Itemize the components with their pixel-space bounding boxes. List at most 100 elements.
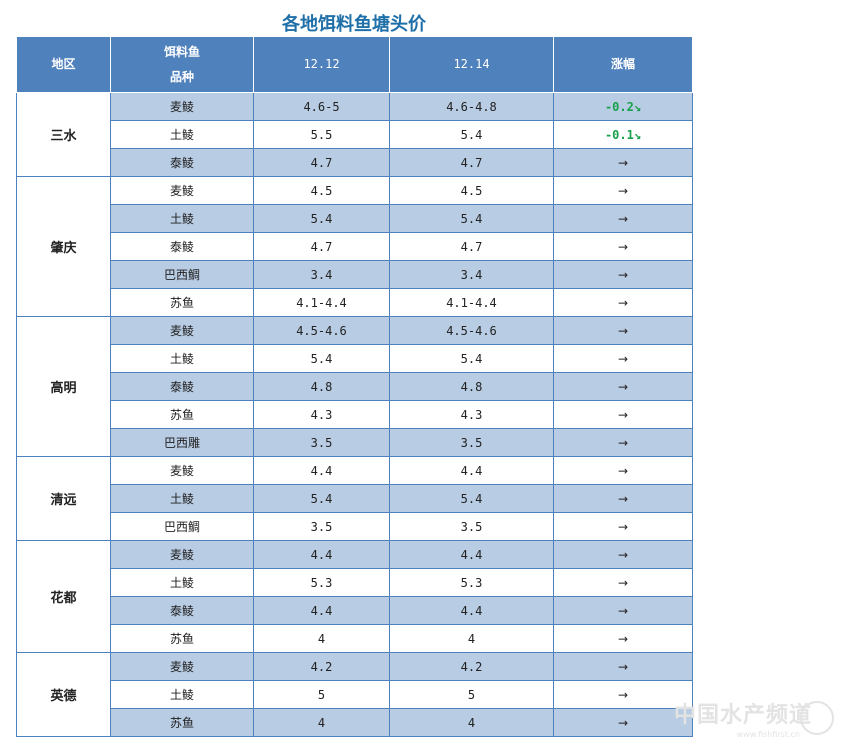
page-title: 各地饵料鱼塘头价 bbox=[282, 14, 426, 35]
price-cell-date1-text: 4.2 bbox=[310, 659, 333, 674]
change-cell-text: → bbox=[617, 463, 629, 478]
price-cell-date1: 4.5-4.6 bbox=[253, 316, 390, 345]
header-change: 涨幅 bbox=[553, 36, 693, 93]
species-cell-text: 泰鲮 bbox=[169, 604, 194, 618]
species-cell: 泰鲮 bbox=[110, 596, 254, 625]
price-cell-date1-text: 5.5 bbox=[310, 127, 333, 142]
region-cell: 英德 bbox=[16, 652, 111, 737]
table-row: 肇庆 麦鲮 4.5 4.5 → bbox=[16, 176, 693, 317]
price-cell-date2-text: 3.4 bbox=[460, 267, 483, 282]
change-cell: → bbox=[553, 624, 693, 653]
price-cell-date1: 4.4 bbox=[253, 596, 390, 625]
price-cell-date2-text: 4.1-4.4 bbox=[446, 295, 497, 310]
price-cell-date2-text: 5.4 bbox=[460, 491, 483, 506]
species-cell-text: 土鲮 bbox=[169, 128, 194, 142]
price-cell-date2-text: 4 bbox=[467, 715, 476, 730]
price-cell-date1: 3.4 bbox=[253, 260, 390, 289]
price-cell-date1-text: 5.4 bbox=[310, 351, 333, 366]
change-cell: → bbox=[553, 400, 693, 429]
table-row: 泰鲮 4.8 4.8 → bbox=[17, 372, 693, 401]
change-cell: → bbox=[553, 288, 693, 317]
price-cell-date2: 4 bbox=[389, 708, 554, 737]
change-cell-text: → bbox=[617, 155, 629, 170]
price-cell-date1-text: 4 bbox=[317, 631, 326, 646]
region-cell: 花都 bbox=[16, 540, 111, 653]
species-cell: 苏鱼 bbox=[110, 288, 254, 317]
change-cell-text: → bbox=[617, 379, 629, 394]
change-cell-text: → bbox=[617, 351, 629, 366]
species-cell: 巴西雕 bbox=[110, 428, 254, 457]
price-cell-date2-text: 5 bbox=[467, 687, 476, 702]
price-cell-date1: 4.8 bbox=[253, 372, 390, 401]
change-cell: → bbox=[553, 652, 693, 681]
price-cell-date2: 3.5 bbox=[389, 428, 554, 457]
change-cell-text: → bbox=[617, 547, 629, 562]
table-row: 苏鱼 4 4 → bbox=[17, 624, 693, 653]
price-cell-date2-text: 4.3 bbox=[460, 407, 483, 422]
price-cell-date2: 4 bbox=[389, 624, 554, 653]
price-cell-date2-text: 3.5 bbox=[460, 519, 483, 534]
change-cell: → bbox=[553, 316, 693, 345]
species-cell-text: 土鲮 bbox=[169, 688, 194, 702]
price-cell-date2: 5.4 bbox=[389, 484, 554, 513]
table-row: 苏鱼 4.1-4.4 4.1-4.4 → bbox=[17, 288, 693, 317]
price-cell-date1: 5.4 bbox=[253, 344, 390, 373]
price-cell-date1: 4 bbox=[253, 624, 390, 653]
price-cell-date2: 4.6-4.8 bbox=[389, 92, 554, 121]
price-cell-date1-text: 5.4 bbox=[310, 211, 333, 226]
change-cell-text: → bbox=[617, 491, 629, 506]
region-cell: 高明 bbox=[16, 316, 111, 457]
price-cell-date1-text: 4.8 bbox=[310, 379, 333, 394]
species-cell: 苏鱼 bbox=[110, 708, 254, 737]
price-cell-date2-text: 4.8 bbox=[460, 379, 483, 394]
price-cell-date1: 3.5 bbox=[253, 512, 390, 541]
species-cell-text: 巴西鲷 bbox=[163, 268, 200, 282]
species-cell: 泰鲮 bbox=[110, 232, 254, 261]
price-cell-date2: 4.5 bbox=[389, 176, 554, 205]
price-cell-date1-text: 4.5-4.6 bbox=[296, 323, 347, 338]
price-cell-date2: 4.7 bbox=[389, 232, 554, 261]
table-row: 苏鱼 4.3 4.3 → bbox=[17, 400, 693, 429]
change-cell-text: → bbox=[617, 631, 629, 646]
change-cell-text: → bbox=[617, 407, 629, 422]
table-row: 高明 麦鲮 4.5-4.6 4.5-4.6 → bbox=[16, 316, 693, 457]
price-cell-date1: 4 bbox=[253, 708, 390, 737]
change-cell: → bbox=[553, 456, 693, 485]
price-table: 地区 饵料鱼 品种 12.12 12.14 涨幅 三水 麦鲮 4.6-5 4.6-4.… bbox=[16, 36, 693, 737]
price-cell-date1: 4.7 bbox=[253, 148, 390, 177]
table-row: 巴西鲷 3.4 3.4 → bbox=[17, 260, 693, 289]
change-cell: → bbox=[553, 148, 693, 177]
species-cell-text: 土鲮 bbox=[169, 352, 194, 366]
change-cell: → bbox=[553, 540, 693, 569]
change-cell-text: → bbox=[617, 435, 629, 450]
species-cell: 麦鲮 bbox=[110, 92, 254, 121]
species-cell: 巴西鲷 bbox=[110, 260, 254, 289]
change-cell-text: → bbox=[617, 687, 629, 702]
globe-icon bbox=[800, 701, 834, 735]
price-cell-date2-text: 4.2 bbox=[460, 659, 483, 674]
watermark-url: www.fishfirst.cn bbox=[736, 730, 800, 739]
price-cell-date2-text: 4 bbox=[467, 631, 476, 646]
table-row: 巴西雕 3.5 3.5 → bbox=[17, 428, 693, 457]
table-row: 苏鱼 4 4 → bbox=[17, 708, 693, 737]
species-cell: 土鲮 bbox=[110, 344, 254, 373]
price-cell-date1-text: 3.5 bbox=[310, 435, 333, 450]
table-row: 三水 麦鲮 4.6-5 4.6-4.8 -0.2↘ bbox=[16, 92, 693, 177]
price-cell-date2: 4.4 bbox=[389, 596, 554, 625]
change-cell-text: → bbox=[617, 603, 629, 618]
price-cell-date2: 4.4 bbox=[389, 540, 554, 569]
change-cell: → bbox=[553, 568, 693, 597]
species-cell: 巴西鲷 bbox=[110, 512, 254, 541]
species-cell-text: 泰鲮 bbox=[169, 240, 194, 254]
price-cell-date2-text: 4.7 bbox=[460, 155, 483, 170]
species-cell-text: 苏鱼 bbox=[169, 716, 194, 730]
change-cell: → bbox=[553, 596, 693, 625]
price-cell-date1-text: 4.5 bbox=[310, 183, 333, 198]
table-row: 泰鲮 4.7 4.7 → bbox=[17, 232, 693, 261]
price-cell-date2: 5.3 bbox=[389, 568, 554, 597]
table-row: 土鲮 5.4 5.4 → bbox=[17, 204, 693, 233]
change-cell-text: → bbox=[617, 267, 629, 282]
header-region: 地区 bbox=[16, 36, 111, 93]
species-cell-text: 麦鲮 bbox=[169, 464, 194, 478]
price-cell-date2: 5.4 bbox=[389, 120, 554, 149]
